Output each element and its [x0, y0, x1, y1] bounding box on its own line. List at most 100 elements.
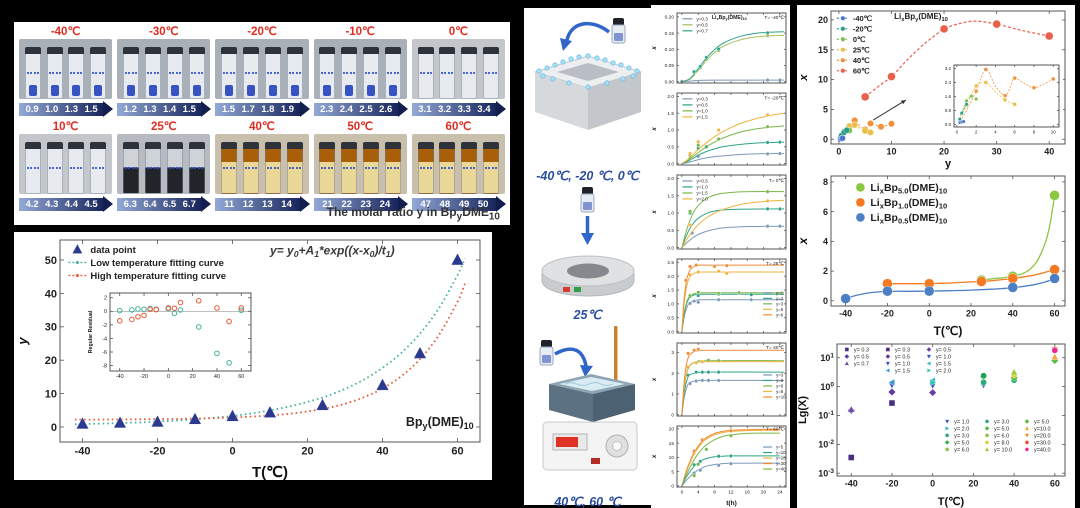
ratio-value: 24 — [379, 199, 391, 210]
svg-text:y=3: y=3 — [776, 301, 784, 306]
series--40℃ — [837, 135, 846, 143]
kinetics-plot-40: 0 1 2 3 x y=3 y=5 y=6 y=8 y=10 T= 40℃ — [651, 340, 790, 423]
series--20℃ — [957, 102, 969, 122]
svg-text:y= 2.0: y= 2.0 — [936, 368, 951, 374]
svg-text:4: 4 — [697, 490, 700, 496]
panel-right-charts: 0 10 20 30 40 0 5 10 15 20 y x -40℃ -20℃ 0℃ 25℃ 40℃ 60℃ Li… — [796, 5, 1075, 508]
svg-text:0.8: 0.8 — [945, 108, 952, 113]
svg-text:T(℃): T(℃) — [938, 496, 965, 508]
ratio-value: 1.5 — [221, 104, 236, 115]
fit-plot-residual-inset: -40 -20 0 20 40 60 -8 -6 -4 -2 0 2 Regular Residual — [86, 288, 256, 388]
legend: y=1y=2y=3y=5y=6 — [763, 290, 784, 317]
vials-photo — [117, 134, 211, 194]
svg-text:-20℃: -20℃ — [853, 24, 873, 33]
svg-text:-40: -40 — [839, 309, 852, 319]
svg-text:LixBp5.0(DME)10: LixBp5.0(DME)10 — [870, 182, 947, 195]
svg-text:x: x — [652, 454, 658, 459]
svg-text:50: 50 — [45, 255, 57, 267]
svg-text:0.5: 0.5 — [667, 145, 674, 151]
arrowhead-icon — [496, 101, 507, 117]
photo-row-1: -40℃ 0.9 1.0 1.3 1.5 -30℃ 1.2 1.3 1.4 1.5 -20℃ 1.5 1… — [19, 25, 507, 118]
series-y=1 — [681, 297, 784, 332]
ratio-value: 2.6 — [379, 104, 393, 115]
svg-text:10: 10 — [669, 455, 675, 461]
svg-text:y=1: y=1 — [776, 290, 784, 295]
svg-text:x: x — [797, 236, 810, 245]
series-y=8 — [681, 359, 785, 415]
red-button — [562, 287, 570, 292]
svg-text:y=10: y=10 — [776, 394, 786, 399]
svg-text:40: 40 — [214, 374, 220, 380]
molar-ratio-arrow: 21 22 23 24 — [313, 196, 408, 213]
series-y=1.5 — [681, 112, 785, 165]
water-bath — [548, 374, 635, 422]
kinetics-plot-60: 0 4 8 12 16 20 24 0 5 10 15 20 t(h) x y=5 y=10 y=20 y=30 y… — [651, 423, 790, 508]
kinetics-plot-0: 0.0 0.5 1.0 1.5 2.0 x y=0.5 y=1.0 y=1.5 y=2.0 T= 0… — [651, 172, 790, 256]
chart-k4: 0.0 0.5 1.0 1.5 2.0 2.5 x y=1y=2y=3y=5y=6 T= 25℃ — [652, 258, 787, 335]
svg-text:-40: -40 — [845, 479, 858, 489]
svg-text:10-2: 10-2 — [818, 439, 834, 449]
kinetics-plot-minus40: 0.00 0.05 0.10 0.15 0.20 x y=0.3 y=0.5 y=0.7 LixB… — [651, 5, 790, 90]
legend: y= 3.0y= 5.0y= 6.0y= 8.0y= 10.0 — [984, 419, 1012, 453]
vial-icon — [24, 47, 41, 99]
vial-icon — [580, 187, 594, 213]
svg-text:0: 0 — [956, 129, 959, 134]
svg-text:y=3: y=3 — [776, 372, 784, 377]
svg-text:y=1.0: y=1.0 — [696, 108, 708, 113]
vial-icon — [24, 142, 41, 194]
ratio-value: 4.3 — [45, 199, 59, 210]
svg-text:1.5: 1.5 — [667, 288, 674, 294]
svg-text:y= y0+A1*exp((x-x0)/t1): y= y0+A1*exp((x-x0)/t1) — [269, 243, 395, 259]
svg-text:y=1.5: y=1.5 — [696, 114, 708, 119]
svg-text:30: 30 — [45, 322, 57, 334]
vial-icon — [90, 142, 107, 194]
legend: y= 1.0y= 2.0y= 3.0y= 5.0y= 6.0 — [944, 419, 969, 453]
svg-text:y= 2.0: y= 2.0 — [954, 426, 969, 432]
chart-k6: 0 4 8 12 16 20 24 0 5 10 15 20 t(h) x y=5y=10y=20y=30y… — [652, 425, 787, 507]
svg-text:x: x — [652, 294, 658, 299]
svg-text:4: 4 — [823, 237, 828, 247]
svg-text:y=2.0: y=2.0 — [696, 197, 708, 202]
temperature-label: 0℃ — [448, 26, 469, 38]
svg-text:30: 30 — [992, 147, 1002, 157]
vial-icon — [539, 340, 553, 366]
svg-text:16: 16 — [745, 490, 751, 496]
svg-text:y=20: y=20 — [776, 456, 786, 461]
series--40℃ — [957, 119, 966, 125]
switch-icon — [590, 458, 600, 464]
hotplate-icon — [539, 326, 637, 471]
svg-text:y= 0.7: y= 0.7 — [854, 361, 869, 367]
svg-text:y=0.5: y=0.5 — [696, 22, 708, 27]
ratio-value: 11 — [224, 199, 235, 210]
svg-text:y=5: y=5 — [776, 307, 784, 312]
curved-arrow-icon — [559, 21, 610, 51]
chart-k2: 0.0 0.5 1.0 1.5 2.0 x y=0.3y=0.5y=1.0y=1.5 T= -… — [652, 92, 787, 167]
svg-text:LixBpy(DME)10: LixBpy(DME)10 — [894, 12, 948, 23]
vial-icon — [417, 47, 434, 99]
svg-text:60: 60 — [238, 374, 244, 380]
svg-text:T= 40℃: T= 40℃ — [766, 345, 784, 351]
freezer-temps-label: -40℃, -20 ℃, 0℃ — [536, 169, 639, 183]
molar-ratio-arrow: 1.5 1.7 1.8 1.9 — [215, 101, 310, 118]
svg-text:40: 40 — [45, 288, 57, 300]
svg-text:0.05: 0.05 — [665, 63, 675, 69]
svg-text:y= 5.0: y= 5.0 — [954, 440, 969, 446]
svg-text:12: 12 — [728, 490, 734, 496]
svg-text:0: 0 — [229, 445, 235, 457]
svg-text:0.20: 0.20 — [665, 15, 675, 21]
svg-text:2.0: 2.0 — [667, 176, 674, 182]
svg-text:2: 2 — [975, 129, 978, 134]
svg-text:3: 3 — [671, 350, 674, 356]
molar-ratio-arrow: 11 12 13 14 — [215, 196, 310, 213]
down-arrow-icon — [580, 216, 594, 245]
vials-photo — [313, 134, 407, 194]
svg-text:-8: -8 — [102, 363, 107, 369]
svg-text:10-3: 10-3 — [818, 468, 834, 478]
x-vs-y-inset: 0 2 4 6 8 10 0.0 0.8 1.6 2.4 3.2 — [936, 62, 1063, 138]
vial-icon — [221, 142, 238, 194]
ratio-value: 1.3 — [143, 104, 157, 115]
svg-text:Bpy(DME)10: Bpy(DME)10 — [406, 415, 474, 431]
svg-text:0: 0 — [930, 479, 935, 489]
schematic-step-freezer: -40℃, -20 ℃, 0℃ — [529, 12, 647, 183]
svg-text:0: 0 — [681, 490, 684, 496]
